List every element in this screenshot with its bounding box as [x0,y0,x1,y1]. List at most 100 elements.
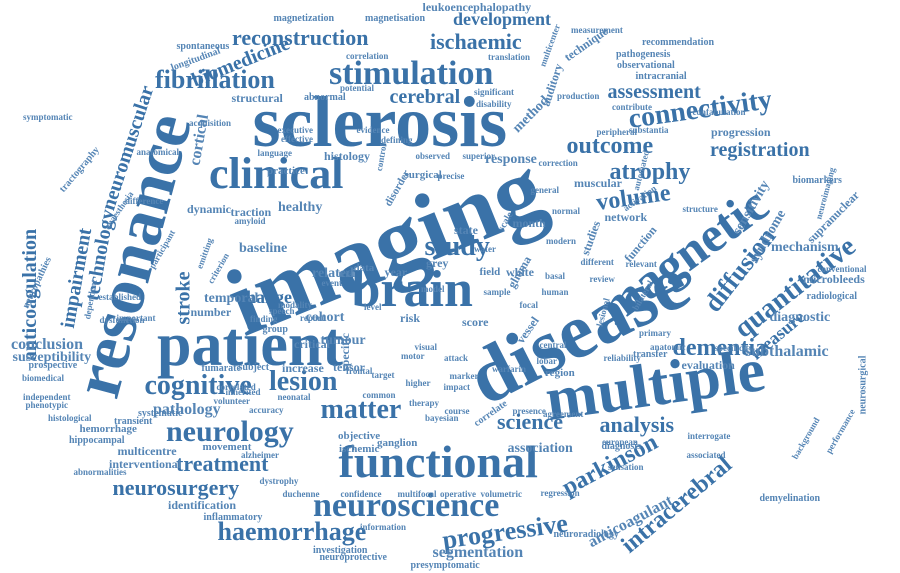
word-trial: trial [338,268,356,279]
word-objective: objective [338,429,381,442]
word-movement: movement [202,440,252,453]
word-systematic: systematic [138,408,183,419]
word-anatomical: anatomical [136,146,180,157]
word-multifocal: multifocal [397,488,437,499]
word-prospective: prospective [28,360,78,371]
word-year: year [384,265,408,279]
word-sample: sample [483,286,511,297]
word-water: water [474,243,496,254]
word-mechanism: mechanism [771,240,839,255]
word-haemorrhage: haemorrhage [217,517,367,546]
word-observed: observed [415,150,451,161]
word-specificity: specificity [714,342,754,353]
word-ganglion: ganglion [377,436,418,449]
word-tensor: tensor [333,360,365,374]
word-defining: defining [381,134,413,145]
word-fumarate: fumarate [201,363,241,374]
word-neurosurgical: neurosurgical [856,355,868,415]
word-report: report [300,312,325,323]
word-level: level [364,301,382,312]
word-segmentation: segmentation [432,544,524,561]
word-abnormalities: abnormalities [73,466,127,477]
word-measurement: measurement [571,24,623,35]
word-matter: matter [320,394,402,425]
word-confabulation: confabulation [692,106,746,117]
word-modern: modern [546,235,576,246]
word-evidence: evidence [356,124,390,135]
word-ischaemic: ischaemic [430,29,522,54]
word-outcome: outcome [566,133,654,159]
word-cognitive: cognitive [144,370,252,401]
word-tumour: tumour [320,333,366,348]
word-recommendation: recommendation [642,37,715,48]
word-multicentre: multicentre [117,444,177,458]
word-registration: registration [710,139,810,161]
word-language: language [257,147,293,158]
word-associated: associated [686,449,726,460]
word-ischemic: ischemic [339,442,380,455]
word-pathology: pathology [153,401,221,418]
word-critical: critical [294,337,330,351]
word-muscular: muscular [574,176,622,190]
word-relevant: relevant [625,258,657,269]
word-magnetisation: magnetisation [365,13,425,24]
word-neuroscience: neuroscience [313,487,500,524]
word-progression: progression [711,125,771,139]
word-conclusion: conclusion [11,336,84,353]
word-study: study [424,231,490,262]
word-motor: motor [401,350,425,361]
word-neuroprotective: neuroprotective [319,552,387,563]
word-subject: subject [238,362,270,373]
word-confidence: confidence [340,488,382,499]
word-development: development [453,9,551,29]
word-agreement: agreement [543,408,584,419]
word-radiological: radiological [806,291,858,302]
word-presymptomatic: presymptomatic [410,560,480,571]
word-regression: regression [540,487,580,498]
word-risk: risk [400,311,421,325]
word-duchenne: duchenne [282,488,320,499]
word-grey: grey [426,256,449,270]
word-phenotypic: phenotypic [25,399,69,410]
word-bayesian: bayesian [425,412,459,423]
word-production: production [557,90,600,101]
word-histological: histological [48,412,92,423]
word-amyloid: amyloid [234,215,266,226]
word-basal: basal [545,270,566,281]
word-general: general [530,184,560,195]
word-conventional: conventional [817,263,867,274]
word-lobar: lobar [536,355,558,366]
word-operative: operative [440,488,476,499]
word-science: science [497,409,563,434]
word-analysis: analysis [599,412,675,437]
word-sclerosis: sclerosis [252,82,508,162]
word-finding: finding [250,313,278,324]
word-precise: precise [437,170,465,181]
word-response: response [485,152,537,167]
word-significant: significant [474,86,515,97]
word-attack: attack [444,352,468,363]
word-healthy: healthy [278,200,323,215]
word-established: established [98,291,142,302]
word-assessment: assessment [607,81,701,103]
word-focal: focal [519,299,539,310]
word-abnormal: abnormal [304,92,346,103]
word-executive: executive [277,124,313,135]
word-clinical: clinical [209,149,344,198]
word-hippocampal: hippocampal [69,435,125,446]
word-visual: visual [414,341,438,352]
word-lesion: lesion [269,366,338,397]
word-interventional: interventional [109,457,181,471]
word-model: model [421,283,445,294]
word-transfer: transfer [633,349,668,360]
word-atrophy: atrophy [609,159,691,185]
word-reliability: reliability [603,352,641,363]
word-increase: increase [282,361,324,375]
word-structural: structural [231,91,283,105]
word-peripheral: peripheral [596,126,638,137]
word-accuracy: accuracy [249,404,284,415]
word-difference: difference [125,195,164,206]
word-fibrillation: fibrillation [155,65,275,94]
word-biomarkers: biomarkers [792,175,842,186]
word-background: background [789,415,822,461]
